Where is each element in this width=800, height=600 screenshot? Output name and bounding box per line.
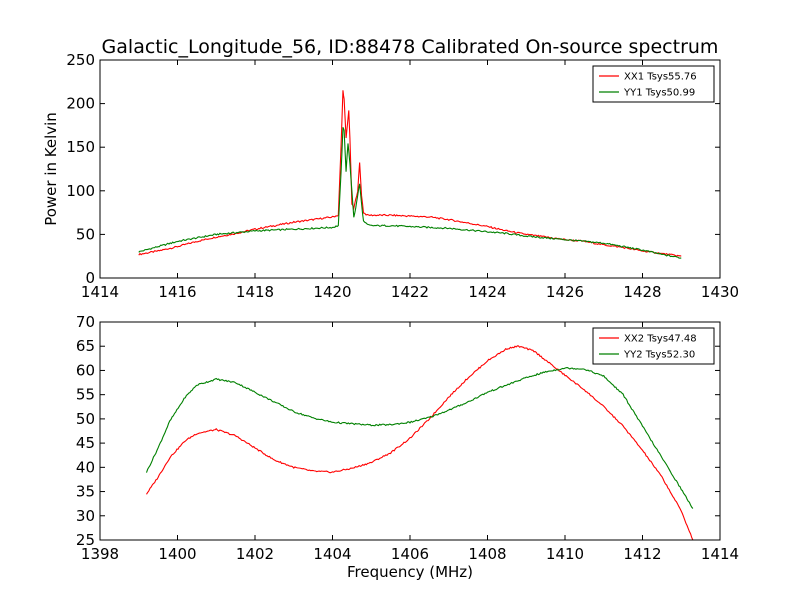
x-tick-label: 1416 [158, 283, 196, 301]
figure-title: Galactic_Longitude_56, ID:88478 Calibrat… [102, 36, 719, 58]
y-tick-label: 50 [76, 225, 95, 243]
top-spectrum-panel: 1414 1416 1418 1420 1422 1424 1426 1428 1430 0 50 1… [42, 51, 739, 301]
bottom-spectrum-panel: 1398 1400 1402 1404 1406 1408 1410 1412 1414 25 30… [76, 313, 739, 581]
x-tick-label: 1408 [468, 545, 506, 563]
legend-entry: XX2 Tsys47.48 [624, 334, 697, 345]
x-tick-label: 1430 [701, 283, 739, 301]
y-tick-label: 30 [76, 507, 95, 525]
x-tick-label: 1402 [236, 545, 274, 563]
y-tick-label: 65 [76, 337, 95, 355]
series-line-yy [138, 127, 682, 259]
y-tick-label: 70 [76, 313, 95, 331]
x-tick-label: 1414 [81, 283, 119, 301]
legend: XX1 Tsys55.76 YY1 Tsys50.99 [592, 65, 715, 103]
y-tick-label: 200 [66, 95, 95, 113]
x-tick-label: 1410 [546, 545, 584, 563]
x-tick-label: 1406 [391, 545, 429, 563]
y-tick-label: 150 [66, 138, 95, 156]
x-tick-label: 1418 [236, 283, 274, 301]
x-axis-label: Frequency (MHz) [347, 563, 473, 581]
legend-entry: XX1 Tsys55.76 [624, 72, 697, 83]
x-tick-label: 1404 [313, 545, 351, 563]
y-tick-label: 100 [66, 182, 95, 200]
series-line-xx [146, 345, 694, 540]
y-tick-label: 35 [76, 483, 95, 501]
y-axis-label: Power in Kelvin [42, 112, 60, 226]
y-tick-label: 55 [76, 386, 95, 404]
x-tick-label: 1420 [313, 283, 351, 301]
x-tick-label: 1426 [546, 283, 584, 301]
y-tick-label: 0 [85, 269, 95, 287]
x-tick-label: 1422 [391, 283, 429, 301]
x-tick-label: 1400 [158, 545, 196, 563]
legend-entry: YY1 Tsys50.99 [623, 88, 695, 99]
legend: XX2 Tsys47.48 YY2 Tsys52.30 [592, 327, 715, 365]
x-tick-label: 1428 [623, 283, 661, 301]
y-tick-label: 60 [76, 361, 95, 379]
x-tick-label: 1398 [81, 545, 119, 563]
y-tick-label: 40 [76, 458, 95, 476]
y-tick-label: 50 [76, 410, 95, 428]
y-tick-label: 45 [76, 434, 95, 452]
y-tick-label: 25 [76, 531, 95, 549]
x-tick-label: 1414 [701, 545, 739, 563]
legend-entry: YY2 Tsys52.30 [623, 350, 695, 361]
series-line-yy [145, 366, 694, 509]
y-tick-label: 250 [66, 51, 95, 69]
x-tick-label: 1412 [623, 545, 661, 563]
series-line-xx [138, 90, 682, 257]
x-tick-label: 1424 [468, 283, 506, 301]
